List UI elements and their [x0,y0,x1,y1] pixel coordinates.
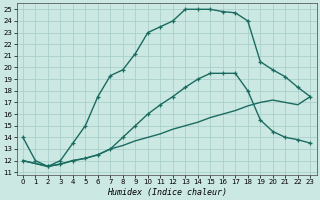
X-axis label: Humidex (Indice chaleur): Humidex (Indice chaleur) [107,188,227,197]
